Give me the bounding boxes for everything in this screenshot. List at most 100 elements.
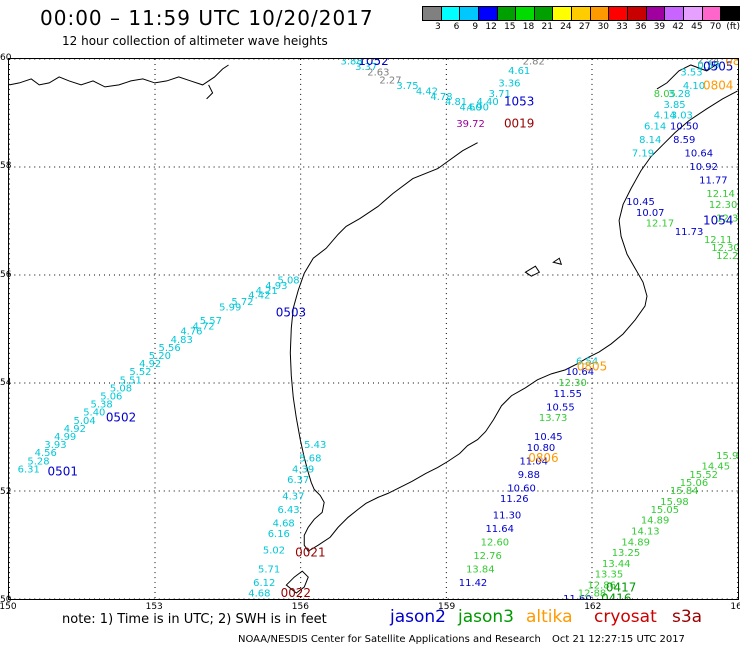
scale-label: 30 xyxy=(597,22,610,32)
wave-height-label: 4.42 xyxy=(248,291,270,302)
wave-height-label: 13.25 xyxy=(612,548,641,559)
island-shape xyxy=(285,257,563,594)
wave-height-label: 5.56 xyxy=(158,343,180,354)
pass-number-label: 1054 xyxy=(703,214,733,228)
wave-height-label: 12.76 xyxy=(473,551,502,562)
wave-height-label: 14.89 xyxy=(621,537,649,548)
wave-height-label: 5.52 xyxy=(129,367,151,378)
wave-height-label: 8.05 xyxy=(654,89,676,100)
scale-label: 18 xyxy=(522,22,535,32)
wave-height-label: 4.92 xyxy=(139,359,161,370)
wave-height-label: 4.14 xyxy=(654,111,676,122)
wave-height-label: 15.52 xyxy=(689,470,717,481)
cape-coastline xyxy=(656,62,719,90)
wave-height-label: 10.45 xyxy=(626,197,655,208)
scale-label: 6 xyxy=(453,22,460,32)
wave-height-label: 5.28 xyxy=(27,456,49,467)
pass-number-label: 0416 xyxy=(601,592,631,601)
wave-height-label: 8.59 xyxy=(673,135,695,146)
credit-text: NOAA/NESDIS Center for Satellite Applica… xyxy=(238,634,541,645)
wave-height-label: 12.30 xyxy=(709,200,738,211)
kamchatka-coastline xyxy=(289,90,738,552)
y-tick-label: 50 xyxy=(0,595,12,605)
wave-height-label: 4.78 xyxy=(430,92,452,103)
scale-label: 27 xyxy=(578,22,591,32)
scale-box xyxy=(478,7,498,20)
wave-height-label: 12.14 xyxy=(706,189,734,200)
scale-box xyxy=(683,7,703,20)
wave-height-label: 12.11 xyxy=(704,235,733,246)
wave-height-label: 5.20 xyxy=(149,351,171,362)
wave-height-label: 5.43 xyxy=(304,440,326,451)
lat-lon-grid xyxy=(9,59,738,599)
wave-height-label: 11.55 xyxy=(553,389,581,400)
y-tick-label: 56 xyxy=(0,269,12,280)
wave-height-label: 6.43 xyxy=(277,505,299,516)
wave-height-label: 4.76 xyxy=(180,327,202,338)
x-tick-label: 159 xyxy=(438,602,456,612)
wave-height-label: 11.77 xyxy=(699,176,727,187)
scale-label: 42 xyxy=(672,22,684,32)
wave-height-label: 9.88 xyxy=(518,470,540,481)
pass-number-label: 0022 xyxy=(281,586,311,600)
wave-height-label: 4.42 xyxy=(416,86,438,97)
scale-label: 21 xyxy=(541,22,553,32)
wave-height-label: 6.54 xyxy=(576,356,598,367)
pass-number-label: 1053 xyxy=(504,95,534,109)
pass-labels: 1052 1053 0019 0503 0502 0501 0021 0022 0805 0806… xyxy=(48,59,738,601)
wave-height-label: 5.51 xyxy=(120,375,142,386)
wave-height-label: 2.24 xyxy=(697,58,719,67)
wave-height-label: 5.71 xyxy=(258,564,280,575)
wave-height-labels: 3.883.372.632.273.754.424.784.814.602.82… xyxy=(18,58,738,599)
scale-box xyxy=(460,7,479,20)
legend-item-cryosat: cryosat xyxy=(594,607,657,627)
wave-height-label: 15.06 xyxy=(680,478,709,489)
wave-height-label: 0.59 xyxy=(697,60,719,71)
wave-height-label: 6.12 xyxy=(253,578,275,589)
wave-height-label: 3.28 xyxy=(668,89,690,100)
scale-label: 36 xyxy=(634,22,647,32)
wave-height-label: 3.03 xyxy=(671,111,693,122)
pass-number-label: 0503 xyxy=(276,305,306,319)
wave-height-label: 4.37 xyxy=(282,491,304,502)
wave-height-label: 5.72 xyxy=(231,297,253,308)
scale-label: 45 xyxy=(691,22,703,32)
wave-height-label: 2.27 xyxy=(379,76,401,87)
scale-label: (ft) xyxy=(726,22,740,32)
map-subtitle: 12 hour collection of altimeter wave hei… xyxy=(62,34,328,48)
wave-height-label: 11.26 xyxy=(500,494,528,505)
wave-height-label: 11.30 xyxy=(493,510,521,521)
pass-number-label: 0806 xyxy=(528,451,558,465)
wave-height-label: 5.57 xyxy=(200,316,222,327)
wave-height-label: 11.04 xyxy=(519,456,548,467)
map-panel: 3.883.372.632.273.754.424.784.814.602.82… xyxy=(8,58,739,600)
y-tick-label: 60 xyxy=(0,53,12,63)
pass-number-label: 0505 xyxy=(703,60,733,74)
wave-height-label: 4.68 xyxy=(273,518,295,529)
y-tick-label: 58 xyxy=(0,161,12,172)
wave-height-label: 15.98 xyxy=(660,497,688,508)
wave-height-label: 13.84 xyxy=(466,564,495,575)
wave-height-label: 6.31 xyxy=(18,464,40,475)
scale-label: 33 xyxy=(616,22,628,32)
scale-box xyxy=(721,7,739,20)
color-scale-boxes xyxy=(422,6,740,21)
wave-height-label: 3.53 xyxy=(680,68,702,79)
pass-number-label: 0417 xyxy=(606,581,636,595)
wave-height-label: 10.80 xyxy=(527,443,556,454)
wave-height-label: 3.71 xyxy=(489,89,511,100)
scale-box xyxy=(609,7,629,20)
wave-height-label: 6.16 xyxy=(268,529,290,540)
scale-box xyxy=(553,7,573,20)
wave-height-label: 12.60 xyxy=(481,537,510,548)
wave-height-label: 3.75 xyxy=(396,81,418,92)
west-okhotsk-coastline xyxy=(9,64,229,100)
scale-box xyxy=(441,7,461,20)
x-tick-label: 153 xyxy=(145,602,163,612)
x-tick-label: 162 xyxy=(584,602,602,612)
wave-height-label: 3.93 xyxy=(44,440,66,451)
wave-height-label: 4.60 xyxy=(460,103,482,114)
wave-height-label: 12.86 xyxy=(587,581,616,592)
wave-height-label: 4.21 xyxy=(256,286,278,297)
wave-height-label: 3.85 xyxy=(663,100,685,111)
